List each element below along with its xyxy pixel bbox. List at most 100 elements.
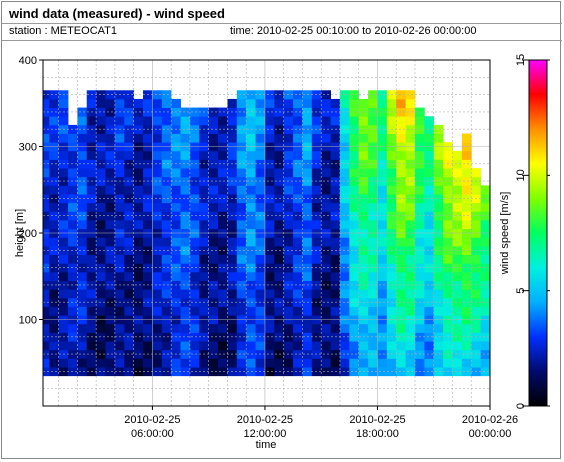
heatmap-cell — [49, 280, 60, 290]
heatmap-cell — [58, 358, 69, 368]
heatmap-cell — [114, 150, 125, 160]
heatmap-cell — [349, 306, 360, 316]
heatmap-cell — [349, 271, 360, 281]
heatmap-cell — [171, 341, 181, 351]
heatmap-cell — [171, 150, 181, 160]
heatmap-cell — [58, 323, 69, 333]
heatmap-cell — [152, 194, 163, 204]
heatmap-cell — [480, 202, 491, 212]
heatmap-cell — [124, 367, 135, 377]
heatmap-cell — [236, 194, 247, 204]
heatmap-cell — [414, 341, 425, 351]
heatmap-cell — [161, 254, 172, 264]
heatmap-cell — [86, 254, 97, 264]
heatmap-cell — [255, 341, 266, 351]
heatmap-cell — [433, 263, 444, 273]
heatmap-cell — [227, 150, 238, 160]
heatmap-cell — [189, 280, 200, 290]
heatmap-cell — [43, 367, 50, 377]
heatmap-cell — [180, 202, 191, 212]
heatmap-cell — [311, 202, 322, 212]
heatmap-cell — [43, 237, 50, 247]
heatmap-cell — [414, 220, 425, 230]
heatmap-cell — [189, 358, 200, 368]
heatmap-cell — [133, 358, 144, 368]
heatmap-cell — [180, 176, 191, 186]
heatmap-cell — [461, 176, 472, 186]
heatmap-cell — [199, 289, 210, 299]
heatmap-cell — [377, 202, 388, 212]
heatmap-cell — [339, 271, 350, 281]
heatmap-cell — [227, 271, 238, 281]
heatmap-cell — [461, 367, 472, 377]
heatmap-cell — [105, 124, 116, 134]
heatmap-cell — [377, 280, 388, 290]
heatmap-cell — [443, 185, 453, 195]
heatmap-cell — [293, 263, 303, 273]
heatmap-cell — [330, 237, 341, 247]
heatmap-cell — [368, 116, 378, 126]
heatmap-cell — [105, 271, 116, 281]
heatmap-cell — [349, 254, 360, 264]
heatmap-cell — [208, 168, 219, 178]
heatmap-cell — [58, 220, 69, 230]
heatmap-cell — [86, 306, 97, 316]
heatmap-cell — [152, 168, 163, 178]
heatmap-cell — [77, 220, 88, 230]
heatmap-cell — [452, 263, 463, 273]
heatmap-cell — [283, 98, 294, 108]
heatmap-cell — [424, 176, 435, 186]
heatmap-cell — [49, 90, 60, 100]
heatmap-cell — [161, 168, 172, 178]
heatmap-cell — [424, 237, 435, 247]
heatmap-cell — [171, 306, 181, 316]
heatmap-cell — [311, 220, 322, 230]
heatmap-cell — [396, 341, 406, 351]
heatmap-cell — [96, 116, 106, 126]
heatmap-cell — [105, 263, 116, 273]
heatmap-cell — [218, 245, 228, 256]
heatmap-cell — [405, 245, 416, 256]
heatmap-cell — [330, 116, 341, 126]
heatmap-cell — [199, 254, 210, 264]
heatmap-cell — [105, 168, 116, 178]
heatmap-cell — [293, 254, 303, 264]
heatmap-cell — [180, 168, 191, 178]
heatmap-cell — [218, 358, 228, 368]
heatmap-cell — [152, 98, 163, 108]
heatmap-cell — [433, 349, 444, 359]
heatmap-cell — [293, 176, 303, 186]
heatmap-cell — [246, 271, 256, 281]
heatmap-cell — [105, 185, 116, 195]
heatmap-cell — [114, 116, 125, 126]
heatmap-cell — [274, 306, 285, 316]
heatmap-cell — [321, 211, 331, 221]
heatmap-cell — [330, 323, 341, 333]
colorbar-tick-label: 15 — [515, 54, 527, 66]
heatmap-cell — [49, 271, 60, 281]
heatmap-cell — [161, 245, 172, 256]
heatmap-cell — [236, 289, 247, 299]
heatmap-cell — [227, 254, 238, 264]
heatmap-cell — [283, 168, 294, 178]
heatmap-cell — [461, 211, 472, 221]
heatmap-cell — [124, 358, 135, 368]
heatmap-cell — [143, 289, 153, 299]
heatmap-cell — [143, 150, 153, 160]
heatmap-cell — [349, 289, 360, 299]
heatmap-cell — [246, 341, 256, 351]
heatmap-cell — [227, 98, 238, 108]
heatmap-cell — [377, 297, 388, 307]
heatmap-cell — [114, 237, 125, 247]
heatmap-cell — [189, 202, 200, 212]
heatmap-cell — [86, 341, 97, 351]
heatmap-cell — [189, 349, 200, 359]
heatmap-cell — [133, 237, 144, 247]
x-tick-label-time: 00:00:00 — [469, 428, 512, 440]
heatmap-cell — [433, 185, 444, 195]
heatmap-cell — [405, 185, 416, 195]
heatmap-cell — [96, 271, 106, 281]
heatmap-cell — [152, 254, 163, 264]
heatmap-cell — [405, 176, 416, 186]
heatmap-cell — [349, 367, 360, 377]
